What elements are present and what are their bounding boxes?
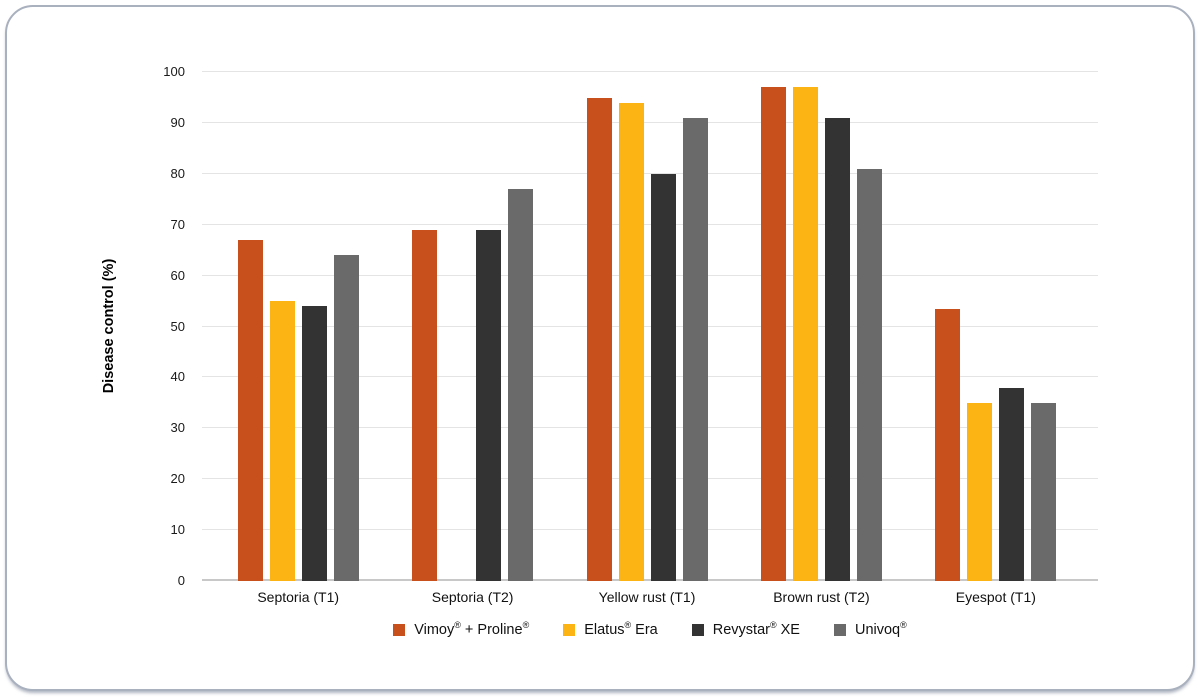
bar-univoq-yellow-rust-t1 [682,117,708,581]
bar-revystar-xe-brown-rust-t2 [824,117,850,581]
legend-swatch-icon [393,624,406,636]
bar-revystar-xe-septoria-t2 [476,229,502,581]
legend-swatch-icon [691,624,704,636]
y-tick-label: 70 [170,216,185,232]
x-category-label: Yellow rust (T1) [598,589,696,605]
bar-vimoy-proline-eyespot-t1 [935,308,961,581]
plot-area [202,71,1098,581]
legend-label: Revystar® XE [712,620,800,638]
legend-item-vimoy-proline: Vimoy® + Proline® [393,620,530,638]
bar-elatus-era-eyespot-t1 [967,402,993,581]
gridline [202,223,1098,225]
bar-univoq-eyespot-t1 [1031,402,1057,581]
bar-group-brown-rust-t2 [734,72,908,581]
x-category-label: Brown rust (T2) [773,589,870,605]
x-category-label: Septoria (T2) [431,589,514,605]
gridline [202,325,1098,327]
x-axis-category-labels: Septoria (T1) Septoria (T2) Yellow rust (T… [211,589,1083,605]
y-tick-label: 0 [177,573,185,588]
bar-univoq-septoria-t1 [333,255,359,581]
y-tick-label: 80 [170,165,185,181]
y-tick-label: 40 [170,369,185,385]
y-tick-label: 100 [163,64,185,79]
bar-vimoy-proline-yellow-rust-t1 [586,97,612,581]
y-tick-label: 50 [170,318,185,334]
x-category-label: Eyespot (T1) [955,589,1036,605]
bar-vimoy-proline-septoria-t1 [237,240,263,581]
legend-label: Vimoy® + Proline® [414,620,530,638]
legend-item-univoq: Univoq® [833,620,907,638]
legend-swatch-icon [833,624,846,636]
legend-label: Univoq® [854,620,907,638]
bar-group-septoria-t2 [385,72,559,581]
bar-univoq-septoria-t2 [508,189,534,581]
y-tick-label: 90 [170,114,185,130]
chart-legend: Vimoy® + Proline® Elatus® Era Revystar® XE… [202,620,1098,638]
y-tick-label: 10 [170,522,185,538]
bar-univoq-brown-rust-t2 [856,168,882,581]
y-tick-label: 60 [170,267,185,283]
bar-elatus-era-septoria-t1 [269,301,295,581]
gridline [202,71,1098,72]
bar-elatus-era-yellow-rust-t1 [618,102,644,581]
x-category-label: Septoria (T1) [257,589,340,605]
bar-groups [211,72,1083,581]
bar-group-septoria-t1 [211,72,385,581]
bar-revystar-xe-septoria-t1 [301,306,327,581]
gridline [202,529,1098,531]
gridline [202,478,1098,480]
bar-group-eyespot-t1 [909,72,1083,581]
bar-revystar-xe-eyespot-t1 [999,387,1025,581]
legend-label: Elatus® Era [584,620,658,638]
gridline [202,121,1098,123]
y-tick-label: 30 [170,420,185,436]
y-tick-label: 20 [170,471,185,487]
gridline [202,172,1098,174]
bar-elatus-era-brown-rust-t2 [792,87,818,581]
legend-swatch-icon [563,624,576,636]
gridline [202,376,1098,378]
gridline [202,427,1098,429]
bar-group-yellow-rust-t1 [560,72,734,581]
gridline [202,274,1098,276]
chart-card: Disease control (%) 0 10 20 30 40 50 60 70 80 90 1… [5,5,1195,691]
bar-revystar-xe-yellow-rust-t1 [650,173,676,581]
bar-vimoy-proline-brown-rust-t2 [760,87,786,581]
y-axis-tick-labels: 0 10 20 30 40 50 60 70 80 90 100 [125,64,185,588]
y-axis-title: Disease control (%) [101,258,117,394]
gridline-baseline [202,579,1098,581]
legend-item-elatus-era: Elatus® Era [563,620,658,638]
bar-vimoy-proline-septoria-t2 [412,229,438,581]
legend-item-revystar-xe: Revystar® XE [691,620,800,638]
